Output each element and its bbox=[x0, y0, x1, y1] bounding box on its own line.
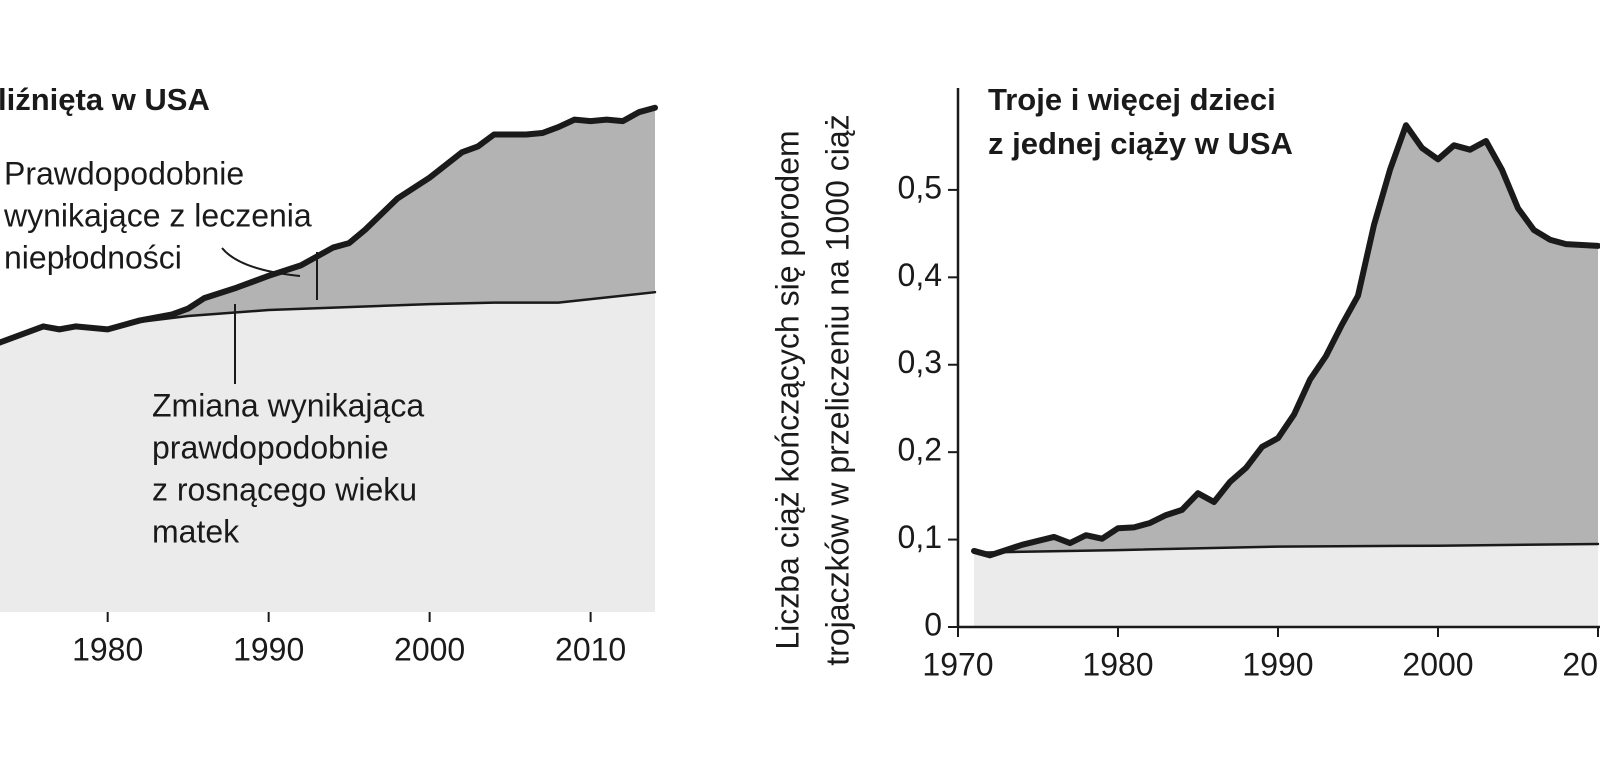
annotation: matek bbox=[152, 513, 240, 549]
line bbox=[972, 542, 1600, 554]
x-tick-label: 1980 bbox=[72, 631, 143, 667]
y-tick-label: 0,3 bbox=[898, 344, 942, 380]
chart-title: Troje i więcej dzieci bbox=[988, 82, 1276, 117]
x-tick-label: 1980 bbox=[1082, 646, 1153, 682]
line bbox=[971, 122, 1600, 559]
chart-title: z jednej ciąży w USA bbox=[988, 126, 1293, 161]
y-tick-label: 0,5 bbox=[898, 169, 942, 205]
annotation: wynikające z leczenia bbox=[3, 197, 312, 233]
annotation: Zmiana wynikająca bbox=[152, 387, 424, 423]
x-tick-label: 1990 bbox=[1242, 646, 1313, 682]
y-tick-label: 0,4 bbox=[898, 257, 942, 293]
x-tick-label: 2010 bbox=[1562, 646, 1600, 682]
y-axis-label: Liczba ciąż kończących się porodem bbox=[769, 130, 805, 649]
y-axis-label: trojaczków w przeliczeniu na 1000 ciąż bbox=[819, 114, 855, 665]
y-tick-label: 0,2 bbox=[898, 432, 942, 468]
area bbox=[974, 125, 1598, 628]
annotation: z rosnącego wieku bbox=[152, 471, 417, 507]
x-tick-label: 1970 bbox=[922, 646, 993, 682]
line bbox=[0, 290, 657, 344]
chart-title: liźnięta w USA bbox=[0, 82, 210, 117]
y-tick-label: 0 bbox=[924, 606, 942, 642]
x-tick-label: 1990 bbox=[233, 631, 304, 667]
x-tick-label: 2000 bbox=[1402, 646, 1473, 682]
areas bbox=[0, 107, 1598, 628]
area bbox=[0, 292, 655, 612]
leader-line bbox=[221, 247, 318, 300]
y-tick-label: 0,1 bbox=[898, 519, 942, 555]
annotation: Prawdopodobnie bbox=[4, 155, 244, 191]
annotation: prawdopodobnie bbox=[152, 429, 389, 465]
x-tick-label: 2000 bbox=[394, 631, 465, 667]
annotation: niepłodności bbox=[4, 239, 182, 275]
x-tick-label: 2010 bbox=[555, 631, 626, 667]
area bbox=[974, 543, 1598, 627]
